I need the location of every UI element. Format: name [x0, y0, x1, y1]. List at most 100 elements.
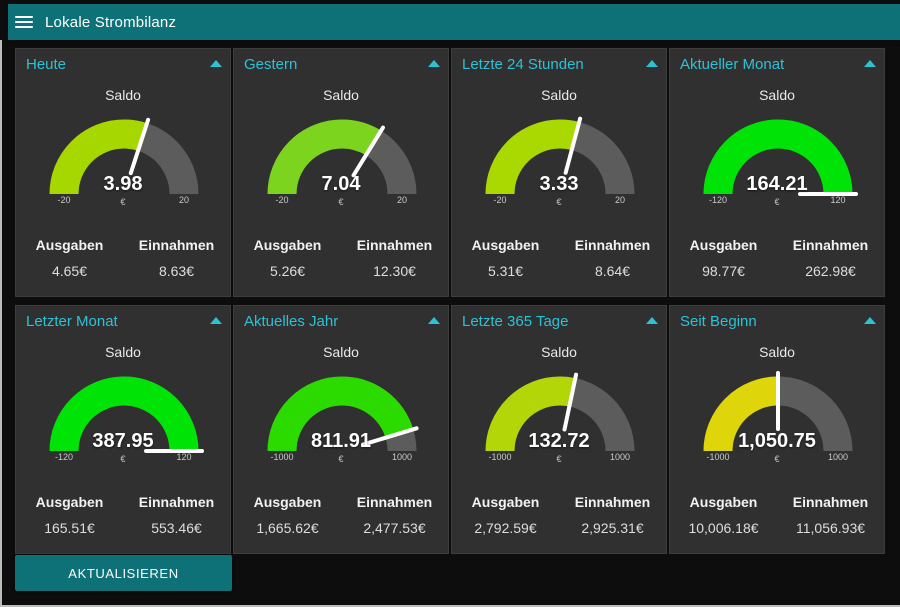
gauge-fill: [267, 376, 417, 452]
flow-values-row: 1,665.62€ 2,477.53€: [234, 520, 448, 536]
gauge-value: 164.21: [746, 173, 808, 195]
gauge-fill: [703, 119, 853, 195]
gauge-value: 132.72: [528, 430, 590, 452]
card-letzte-24-stunden: Letzte 24 Stunden Saldo 3.33 € -20 20 Au…: [451, 48, 667, 297]
gauge-unit: €: [338, 454, 344, 464]
einnahmen-label: Einnahmen: [356, 494, 433, 510]
gauge-min-label: -20: [493, 195, 507, 205]
flow-values-row: 4.65€ 8.63€: [16, 263, 230, 279]
gauge-needle: [563, 116, 583, 175]
flow-values-row: 165.51€ 553.46€: [16, 520, 230, 536]
window-border-left: [0, 40, 2, 607]
gauge-max-label: 120: [176, 452, 192, 462]
saldo-label: Saldo: [541, 87, 577, 103]
card-title: Heute: [26, 56, 67, 73]
collapse-chevron-up-icon[interactable]: [646, 317, 658, 325]
ausgaben-label: Ausgaben: [471, 494, 540, 510]
gauge-max-label: 120: [830, 195, 846, 205]
card-title: Aktuelles Jahr: [244, 313, 339, 330]
saldo-gauge: [49, 376, 204, 453]
hamburger-menu-icon[interactable]: [15, 16, 33, 28]
einnahmen-value: 553.46€: [151, 520, 202, 536]
saldo-label: Saldo: [323, 87, 359, 103]
gauge-value: 3.33: [539, 173, 579, 195]
gauge-max-label: 20: [178, 195, 189, 205]
saldo-label: Saldo: [541, 344, 577, 360]
gauge-max-label: 20: [614, 195, 625, 205]
flow-labels-row: Ausgaben Einnahmen: [16, 237, 230, 253]
gauge-min-label: -120: [708, 195, 727, 205]
gauge-min-label: -1000: [270, 452, 294, 462]
gauge-min-label: -20: [275, 195, 289, 205]
flow-labels-row: Ausgaben Einnahmen: [670, 494, 884, 510]
gauge-max-label: 1000: [391, 452, 413, 462]
ausgaben-label: Ausgaben: [689, 494, 758, 510]
ausgaben-value: 2,792.59€: [474, 520, 537, 536]
gauge-value: 387.95: [92, 430, 154, 452]
collapse-chevron-up-icon[interactable]: [210, 60, 222, 68]
ausgaben-value: 4.65€: [51, 263, 88, 279]
gauge-unit: €: [556, 197, 562, 207]
gauge-needle: [562, 372, 579, 432]
ausgaben-value: 5.31€: [487, 263, 524, 279]
gauge-min-label: -20: [57, 195, 71, 205]
flow-values-row: 10,006.18€ 11,056.93€: [670, 520, 884, 536]
saldo-label: Saldo: [105, 87, 141, 103]
einnahmen-value: 262.98€: [805, 263, 856, 279]
collapse-chevron-up-icon[interactable]: [646, 60, 658, 68]
einnahmen-value: 12.30€: [373, 263, 416, 279]
ausgaben-value: 1,665.62€: [256, 520, 319, 536]
collapse-chevron-up-icon[interactable]: [864, 317, 876, 325]
gauge-fill: [485, 119, 635, 195]
ausgaben-label: Ausgaben: [253, 494, 322, 510]
gauge-unit: €: [120, 197, 126, 207]
collapse-chevron-up-icon[interactable]: [864, 60, 876, 68]
saldo-gauge: [703, 371, 853, 452]
flow-labels-row: Ausgaben Einnahmen: [234, 494, 448, 510]
saldo-gauge: [703, 119, 858, 196]
gauge-unit: €: [556, 454, 562, 464]
gauge-fill: [49, 376, 199, 452]
card-aktuelles-jahr: Aktuelles Jahr Saldo 811.91 € -1000 1000…: [233, 305, 449, 554]
einnahmen-value: 8.63€: [158, 263, 195, 279]
collapse-chevron-up-icon[interactable]: [428, 60, 440, 68]
saldo-gauge: [267, 376, 419, 452]
ausgaben-label: Ausgaben: [35, 237, 104, 253]
einnahmen-value: 2,925.31€: [581, 520, 644, 536]
app-title: Lokale Strombilanz: [45, 13, 177, 31]
flow-values-row: 98.77€ 262.98€: [670, 263, 884, 279]
card-aktueller-monat: Aktueller Monat Saldo 164.21 € -120 120 …: [669, 48, 885, 297]
flow-values-row: 5.31€ 8.64€: [452, 263, 666, 279]
collapse-chevron-up-icon[interactable]: [210, 317, 222, 325]
ausgaben-label: Ausgaben: [253, 237, 322, 253]
gauge-min-label: -1000: [488, 452, 512, 462]
gauge-max-label: 20: [396, 195, 407, 205]
gauge-max-label: 1000: [827, 452, 849, 462]
gauge-unit: €: [774, 197, 780, 207]
card-title: Letzter Monat: [26, 313, 118, 330]
einnahmen-label: Einnahmen: [792, 494, 869, 510]
einnahmen-label: Einnahmen: [356, 237, 433, 253]
gauge-fill: [49, 119, 199, 195]
ausgaben-value: 165.51€: [44, 520, 95, 536]
gauge-needle: [361, 426, 419, 447]
app-header: Lokale Strombilanz: [8, 4, 900, 40]
gauge-value: 7.04: [321, 173, 361, 195]
window-border-bottom: [0, 605, 900, 607]
card-gestern: Gestern Saldo 7.04 € -20 20 Ausgaben Ein…: [233, 48, 449, 297]
card-title: Gestern: [244, 56, 298, 73]
gauge-min-label: -1000: [706, 452, 730, 462]
card-heute: Heute Saldo 3.98 € -20 20 Ausgaben Einna…: [15, 48, 231, 297]
ausgaben-label: Ausgaben: [35, 494, 104, 510]
flow-values-row: 5.26€ 12.30€: [234, 263, 448, 279]
gauge-needle: [128, 117, 151, 176]
ausgaben-value: 5.26€: [269, 263, 306, 279]
collapse-chevron-up-icon[interactable]: [428, 317, 440, 325]
einnahmen-label: Einnahmen: [138, 494, 215, 510]
gauge-value: 3.98: [103, 173, 143, 195]
flow-labels-row: Ausgaben Einnahmen: [670, 237, 884, 253]
flow-labels-row: Ausgaben Einnahmen: [16, 494, 230, 510]
refresh-button[interactable]: AKTUALISIEREN: [15, 555, 232, 591]
gauge-unit: €: [774, 454, 780, 464]
